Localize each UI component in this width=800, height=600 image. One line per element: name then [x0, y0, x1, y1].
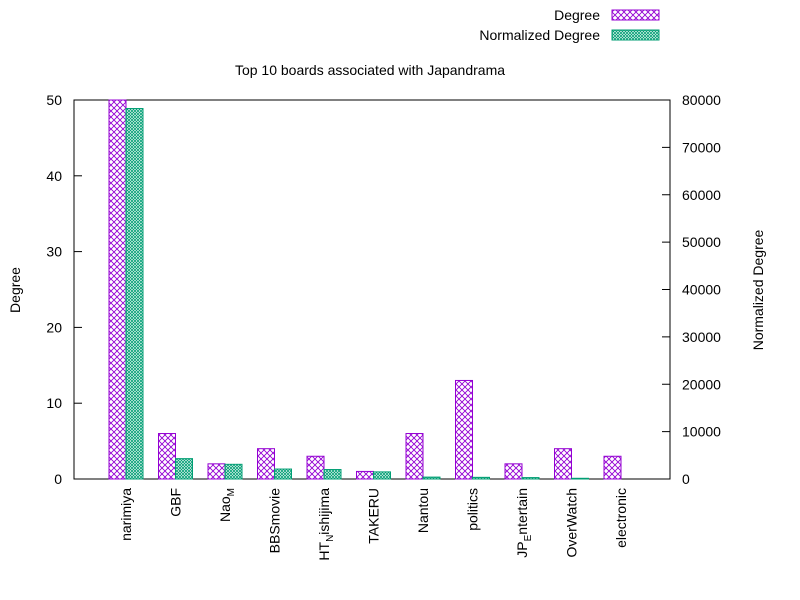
x-tick-label-base: Nao	[217, 496, 233, 522]
y2-tick-label: 40000	[682, 282, 721, 298]
x-tick-label-base: BBSmovie	[267, 488, 283, 554]
x-tick-label-base: HT	[316, 541, 332, 560]
bar-normalized-degree	[373, 471, 391, 480]
x-tick-label-subscript: M	[226, 488, 237, 496]
x-tick-label: HTNishijima	[316, 488, 336, 561]
y-tick-label: 10	[46, 395, 62, 411]
legend-swatch	[611, 29, 660, 41]
bar-degree	[356, 470, 374, 480]
legend-label: Normalized Degree	[479, 27, 600, 43]
y2-tick-label: 10000	[682, 424, 721, 440]
x-tick-label-base: electronic	[613, 488, 629, 548]
x-tick-label: TAKERU	[366, 488, 382, 544]
bar-normalized-degree	[472, 476, 490, 480]
y2-tick-label: 70000	[682, 139, 721, 155]
y2-tick-label: 50000	[682, 234, 721, 250]
y-tick-label: 40	[46, 168, 62, 184]
x-tick-label-base: narimiya	[118, 488, 134, 541]
chart-title: Top 10 boards associated with Japandrama	[235, 62, 505, 78]
bar-degree	[554, 448, 572, 480]
x-tick-label: NaoM	[217, 488, 237, 522]
x-tick-label-base: TAKERU	[366, 488, 382, 544]
x-tick-label-base: politics	[465, 488, 481, 531]
x-axis: narimiya GBF NaoM BBSmovie HTNishijima TAKERU…	[118, 488, 629, 561]
y-tick-label: 30	[46, 244, 62, 260]
y-tick-label: 50	[46, 92, 62, 108]
x-tick-label-subscript: N	[325, 535, 336, 542]
x-tick-label: Nantou	[415, 488, 431, 533]
bar-degree	[405, 433, 424, 480]
bars	[108, 99, 622, 480]
x-tick-label: JPEntertain	[514, 488, 534, 558]
bar-normalized-degree	[274, 468, 292, 480]
y-axis-left: 0 10 20 30 40 50	[46, 92, 82, 487]
x-tick-label: GBF	[168, 488, 184, 517]
x-tick-label: OverWatch	[564, 488, 580, 558]
x-tick-label-base: JP	[514, 541, 530, 557]
y2-tick-label: 30000	[682, 329, 721, 345]
y-axis-label: Degree	[7, 267, 23, 313]
bar-degree	[158, 433, 176, 480]
y-axis-right: 0 10000 20000 30000 40000 50000 60000 70000 8000…	[662, 92, 721, 487]
bar-normalized-degree	[323, 469, 342, 480]
legend-swatch	[611, 9, 660, 21]
x-tick-label-rest: ishijima	[316, 488, 332, 535]
bar-degree	[603, 455, 622, 480]
x-tick-label: politics	[465, 488, 481, 531]
plot-frame	[73, 99, 671, 480]
x-tick-label-base: GBF	[168, 488, 184, 517]
bar-normalized-degree	[125, 108, 144, 480]
x-tick-label-base: Nantou	[415, 488, 431, 533]
x-tick-label: narimiya	[118, 488, 134, 541]
bar-degree	[455, 379, 473, 480]
bar-degree	[108, 99, 127, 480]
bar-degree	[207, 463, 226, 480]
legend: Degree Normalized Degree	[479, 7, 660, 43]
bar-normalized-degree	[422, 476, 441, 480]
bar-degree	[306, 455, 325, 480]
x-tick-label-base: OverWatch	[564, 488, 580, 558]
bar-normalized-degree	[521, 477, 540, 480]
y2-axis-label: Normalized Degree	[750, 229, 766, 350]
y-tick-label: 20	[46, 319, 62, 335]
y2-tick-label: 20000	[682, 376, 721, 392]
x-tick-label-subscript: E	[523, 534, 534, 541]
bar-normalized-degree	[175, 458, 193, 480]
bar-degree	[257, 448, 275, 480]
y2-tick-label: 0	[682, 471, 690, 487]
y-tick-label: 0	[54, 471, 62, 487]
y2-tick-label: 60000	[682, 187, 721, 203]
bar-normalized-degree	[571, 477, 589, 480]
x-tick-label-rest: ntertain	[514, 488, 530, 535]
legend-label: Degree	[554, 7, 600, 23]
bar-degree	[504, 463, 523, 480]
bar-normalized-degree	[224, 463, 243, 480]
x-tick-label: BBSmovie	[267, 488, 283, 554]
x-tick-label: electronic	[613, 488, 629, 548]
y2-tick-label: 80000	[682, 92, 721, 108]
